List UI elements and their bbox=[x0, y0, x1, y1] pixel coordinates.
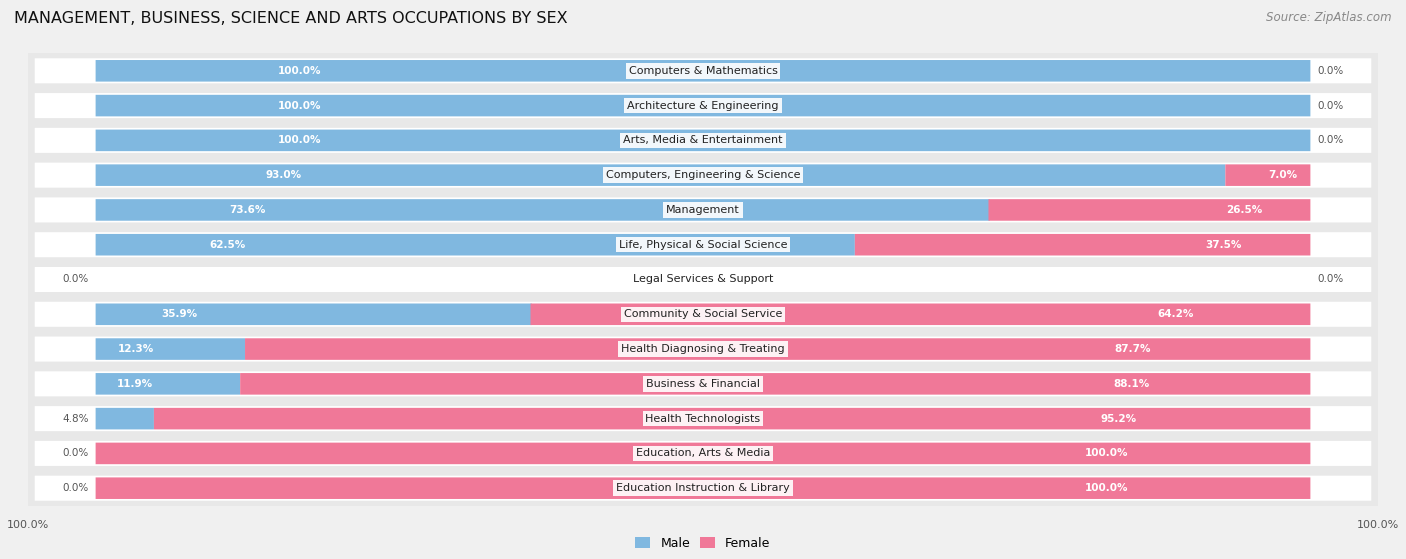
FancyBboxPatch shape bbox=[35, 232, 1371, 257]
Text: 0.0%: 0.0% bbox=[1317, 135, 1343, 145]
Text: 0.0%: 0.0% bbox=[63, 448, 89, 458]
FancyBboxPatch shape bbox=[96, 234, 855, 255]
FancyBboxPatch shape bbox=[96, 408, 153, 429]
Text: MANAGEMENT, BUSINESS, SCIENCE AND ARTS OCCUPATIONS BY SEX: MANAGEMENT, BUSINESS, SCIENCE AND ARTS O… bbox=[14, 11, 568, 26]
FancyBboxPatch shape bbox=[96, 130, 1310, 151]
Text: Legal Services & Support: Legal Services & Support bbox=[633, 274, 773, 285]
FancyBboxPatch shape bbox=[96, 304, 531, 325]
FancyBboxPatch shape bbox=[35, 337, 1371, 362]
FancyBboxPatch shape bbox=[35, 267, 1371, 292]
Text: 0.0%: 0.0% bbox=[63, 274, 89, 285]
FancyBboxPatch shape bbox=[28, 262, 1378, 297]
Text: Health Technologists: Health Technologists bbox=[645, 414, 761, 424]
FancyBboxPatch shape bbox=[530, 304, 1310, 325]
Text: 100.0%: 100.0% bbox=[1084, 483, 1128, 493]
FancyBboxPatch shape bbox=[28, 366, 1378, 401]
Text: 73.6%: 73.6% bbox=[229, 205, 266, 215]
FancyBboxPatch shape bbox=[96, 477, 1310, 499]
FancyBboxPatch shape bbox=[240, 373, 1310, 395]
FancyBboxPatch shape bbox=[96, 164, 1226, 186]
FancyBboxPatch shape bbox=[988, 199, 1310, 221]
FancyBboxPatch shape bbox=[35, 93, 1371, 118]
FancyBboxPatch shape bbox=[245, 338, 1310, 360]
Text: Business & Financial: Business & Financial bbox=[645, 379, 761, 389]
Text: 12.3%: 12.3% bbox=[118, 344, 155, 354]
Text: Computers, Engineering & Science: Computers, Engineering & Science bbox=[606, 170, 800, 180]
Text: 0.0%: 0.0% bbox=[1317, 66, 1343, 76]
FancyBboxPatch shape bbox=[96, 60, 1310, 82]
FancyBboxPatch shape bbox=[35, 197, 1371, 222]
Text: 37.5%: 37.5% bbox=[1206, 240, 1241, 250]
Text: 35.9%: 35.9% bbox=[162, 309, 197, 319]
FancyBboxPatch shape bbox=[35, 163, 1371, 188]
Text: 11.9%: 11.9% bbox=[117, 379, 153, 389]
FancyBboxPatch shape bbox=[35, 406, 1371, 431]
FancyBboxPatch shape bbox=[28, 53, 1378, 88]
Text: 88.1%: 88.1% bbox=[1114, 379, 1150, 389]
Text: 100.0%: 100.0% bbox=[1084, 448, 1128, 458]
FancyBboxPatch shape bbox=[28, 435, 1378, 471]
FancyBboxPatch shape bbox=[35, 302, 1371, 327]
Text: 100.0%: 100.0% bbox=[278, 66, 322, 76]
FancyBboxPatch shape bbox=[28, 227, 1378, 263]
Text: 95.2%: 95.2% bbox=[1101, 414, 1137, 424]
FancyBboxPatch shape bbox=[96, 338, 245, 360]
FancyBboxPatch shape bbox=[1226, 164, 1310, 186]
FancyBboxPatch shape bbox=[855, 234, 1310, 255]
Text: 4.8%: 4.8% bbox=[62, 414, 89, 424]
Text: Management: Management bbox=[666, 205, 740, 215]
Text: 100.0%: 100.0% bbox=[278, 101, 322, 111]
FancyBboxPatch shape bbox=[28, 158, 1378, 193]
FancyBboxPatch shape bbox=[96, 95, 1310, 116]
FancyBboxPatch shape bbox=[28, 122, 1378, 158]
Text: Life, Physical & Social Science: Life, Physical & Social Science bbox=[619, 240, 787, 250]
Text: Arts, Media & Entertainment: Arts, Media & Entertainment bbox=[623, 135, 783, 145]
FancyBboxPatch shape bbox=[96, 443, 1310, 464]
FancyBboxPatch shape bbox=[35, 58, 1371, 83]
Text: Education Instruction & Library: Education Instruction & Library bbox=[616, 483, 790, 493]
FancyBboxPatch shape bbox=[28, 401, 1378, 437]
Text: 0.0%: 0.0% bbox=[1317, 274, 1343, 285]
FancyBboxPatch shape bbox=[28, 88, 1378, 124]
FancyBboxPatch shape bbox=[28, 296, 1378, 332]
Legend: Male, Female: Male, Female bbox=[630, 532, 776, 555]
FancyBboxPatch shape bbox=[96, 199, 990, 221]
Text: Computers & Mathematics: Computers & Mathematics bbox=[628, 66, 778, 76]
Text: 0.0%: 0.0% bbox=[63, 483, 89, 493]
Text: 64.2%: 64.2% bbox=[1157, 309, 1194, 319]
FancyBboxPatch shape bbox=[35, 441, 1371, 466]
FancyBboxPatch shape bbox=[153, 408, 1310, 429]
Text: 87.7%: 87.7% bbox=[1114, 344, 1150, 354]
FancyBboxPatch shape bbox=[35, 371, 1371, 396]
Text: Health Diagnosing & Treating: Health Diagnosing & Treating bbox=[621, 344, 785, 354]
Text: Source: ZipAtlas.com: Source: ZipAtlas.com bbox=[1267, 11, 1392, 24]
Text: 0.0%: 0.0% bbox=[1317, 101, 1343, 111]
FancyBboxPatch shape bbox=[96, 373, 240, 395]
FancyBboxPatch shape bbox=[28, 331, 1378, 367]
Text: Community & Social Service: Community & Social Service bbox=[624, 309, 782, 319]
Text: Architecture & Engineering: Architecture & Engineering bbox=[627, 101, 779, 111]
Text: 62.5%: 62.5% bbox=[209, 240, 246, 250]
Text: 93.0%: 93.0% bbox=[266, 170, 301, 180]
Text: 26.5%: 26.5% bbox=[1226, 205, 1263, 215]
FancyBboxPatch shape bbox=[28, 192, 1378, 228]
FancyBboxPatch shape bbox=[35, 128, 1371, 153]
Text: 7.0%: 7.0% bbox=[1268, 170, 1298, 180]
FancyBboxPatch shape bbox=[28, 471, 1378, 506]
Text: Education, Arts & Media: Education, Arts & Media bbox=[636, 448, 770, 458]
FancyBboxPatch shape bbox=[35, 476, 1371, 501]
Text: 100.0%: 100.0% bbox=[278, 135, 322, 145]
